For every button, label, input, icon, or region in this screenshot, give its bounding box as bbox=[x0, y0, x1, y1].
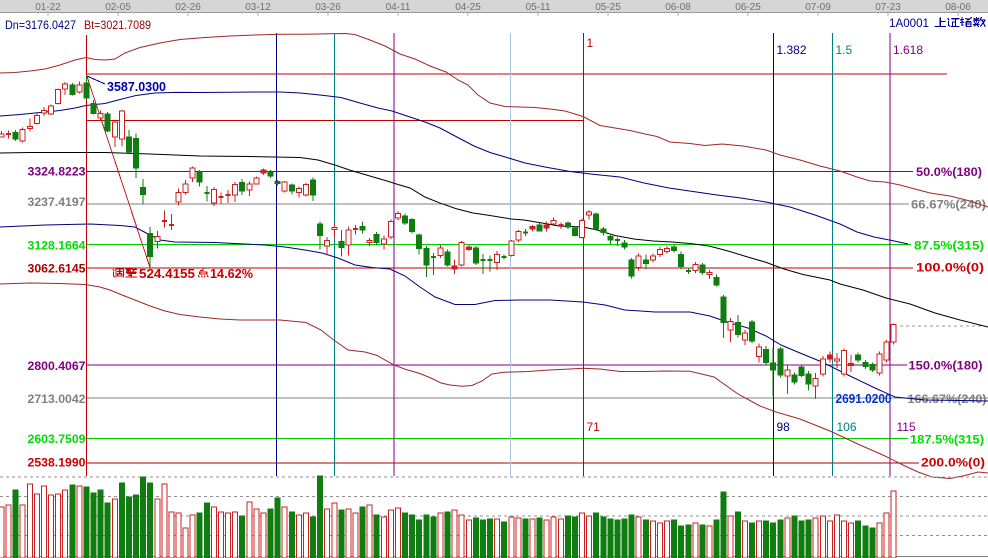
svg-text:1A0001: 1A0001 bbox=[889, 16, 929, 30]
svg-text:1.618: 1.618 bbox=[893, 43, 923, 57]
svg-text:02-26: 02-26 bbox=[175, 2, 201, 13]
svg-text:66.67%(240): 66.67%(240) bbox=[911, 198, 986, 212]
svg-text:05-11: 05-11 bbox=[526, 2, 551, 13]
svg-text:187.5%(315): 187.5%(315) bbox=[910, 433, 984, 447]
svg-text:1.382: 1.382 bbox=[777, 43, 807, 57]
svg-text:524.4155: 524.4155 bbox=[139, 266, 195, 281]
svg-text:2713.0042: 2713.0042 bbox=[28, 392, 86, 406]
svg-text:3062.6145: 3062.6145 bbox=[28, 262, 86, 276]
svg-text:115: 115 bbox=[897, 420, 916, 434]
svg-text:06-25: 06-25 bbox=[735, 2, 761, 13]
svg-text:3587.0300: 3587.0300 bbox=[107, 79, 166, 94]
svg-text:2538.1990: 2538.1990 bbox=[28, 456, 86, 470]
svg-text:Bt=3021.7089: Bt=3021.7089 bbox=[84, 18, 151, 32]
svg-text:1.5: 1.5 bbox=[836, 43, 853, 57]
svg-text:100.0%(0): 100.0%(0) bbox=[916, 261, 984, 275]
svg-text:07-09: 07-09 bbox=[805, 2, 831, 13]
svg-text:200.0%(0): 200.0%(0) bbox=[921, 456, 985, 470]
svg-text:01-22: 01-22 bbox=[35, 2, 61, 13]
svg-text:03-12: 03-12 bbox=[245, 2, 271, 13]
svg-text:150.0%(180): 150.0%(180) bbox=[909, 359, 983, 373]
svg-text:04-25: 04-25 bbox=[455, 2, 481, 13]
svg-text:87.5%(315): 87.5%(315) bbox=[914, 239, 984, 253]
svg-text:71: 71 bbox=[587, 420, 601, 434]
svg-text:2800.4067: 2800.4067 bbox=[28, 359, 86, 373]
svg-text:05-25: 05-25 bbox=[595, 2, 621, 13]
svg-text:98: 98 bbox=[777, 420, 791, 434]
svg-text:3128.1664: 3128.1664 bbox=[28, 239, 86, 253]
svg-text:50.0%(180): 50.0%(180) bbox=[916, 165, 982, 179]
svg-text:3324.8223: 3324.8223 bbox=[28, 165, 86, 179]
svg-text:106: 106 bbox=[837, 420, 857, 434]
svg-text:Dn=3176.0427: Dn=3176.0427 bbox=[5, 18, 76, 32]
svg-text:04-11: 04-11 bbox=[386, 2, 411, 13]
svg-text:03-26: 03-26 bbox=[315, 2, 341, 13]
svg-text:02-05: 02-05 bbox=[105, 2, 131, 13]
svg-text:1: 1 bbox=[587, 36, 594, 50]
svg-text:166.67%(240): 166.67%(240) bbox=[908, 392, 987, 406]
svg-text:07-23: 07-23 bbox=[875, 2, 901, 13]
svg-text:14.62%: 14.62% bbox=[210, 266, 253, 281]
svg-text:2603.7509: 2603.7509 bbox=[28, 432, 86, 446]
svg-text:2691.0200: 2691.0200 bbox=[836, 391, 892, 406]
svg-text:08-06: 08-06 bbox=[945, 2, 971, 13]
svg-text:06-08: 06-08 bbox=[665, 2, 691, 13]
svg-text:3237.4197: 3237.4197 bbox=[28, 195, 86, 209]
